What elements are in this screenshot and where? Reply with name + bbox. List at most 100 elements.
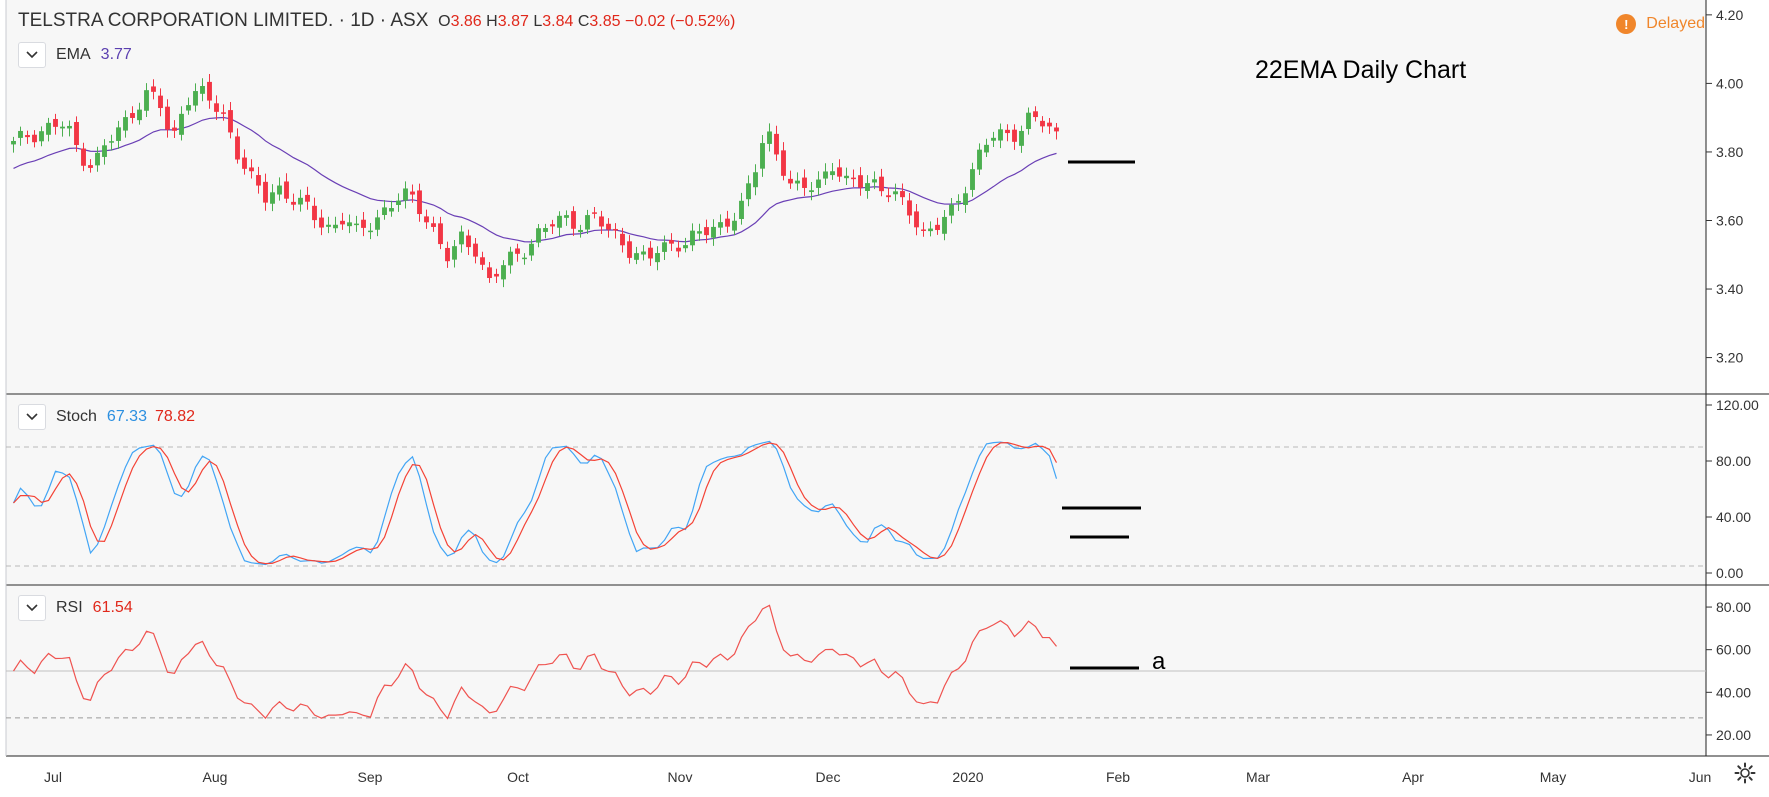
rsi-line (12, 604, 1057, 720)
candle-body (417, 190, 422, 215)
candle-body (494, 273, 499, 277)
gear-icon[interactable] (1734, 762, 1756, 784)
price-panel-bg (6, 0, 1706, 393)
candle-body (137, 109, 142, 121)
candle-body (256, 175, 261, 186)
candle-body (921, 229, 926, 231)
candle-body (60, 126, 65, 129)
candle-body (522, 257, 527, 260)
candle-body (872, 179, 877, 183)
candle-body (354, 223, 359, 226)
delayed-badge[interactable]: ! Delayed (1616, 14, 1705, 34)
stoch-k-line (12, 440, 1058, 566)
interval-label[interactable]: 1D (350, 10, 375, 31)
candle-body (585, 215, 590, 230)
candle-body (46, 122, 51, 135)
candle-body (144, 90, 149, 111)
y-tick-label: 4.00 (1716, 75, 1743, 91)
candle-body (389, 208, 394, 212)
open-value: 3.86 (450, 13, 482, 30)
close-key: C (577, 13, 590, 30)
candle-body (158, 95, 163, 109)
candle-body (326, 224, 331, 227)
stoch-legend: Stoch 67.33 78.82 (18, 404, 195, 430)
candle-body (207, 81, 212, 101)
candle-body (382, 207, 387, 215)
candle-body (410, 191, 415, 195)
candle-body (865, 183, 870, 191)
x-tick-label: Mar (1246, 769, 1270, 785)
candle-body (375, 217, 380, 230)
candle-body (879, 176, 884, 192)
candle-body (620, 233, 625, 246)
chevron-down-icon (26, 604, 38, 612)
candle-body (249, 167, 254, 172)
candle-body (193, 91, 198, 106)
candle-body (130, 113, 135, 118)
candle-body (816, 179, 821, 188)
candle-body (1012, 129, 1017, 142)
annotation-title: 22EMA Daily Chart (1255, 56, 1467, 84)
candle-body (550, 224, 555, 227)
x-tick-label: Nov (668, 769, 693, 785)
candle-body (648, 247, 653, 259)
candle-body (221, 112, 226, 114)
candle-body (312, 205, 317, 221)
candle-body (67, 125, 72, 129)
candle-body (200, 86, 205, 94)
y-tick-label: 60.00 (1716, 642, 1751, 658)
stoch-panel-bg (6, 395, 1706, 584)
close-value: 3.85 (589, 13, 621, 30)
candle-body (39, 131, 44, 142)
candle-body (438, 223, 443, 245)
candle-body (928, 228, 933, 232)
candle-body (1047, 122, 1052, 127)
candle-body (690, 230, 695, 246)
candle-body (305, 194, 310, 202)
candle-body (851, 177, 856, 180)
candle-body (403, 188, 408, 201)
x-tick-label: 2020 (952, 769, 983, 785)
x-tick-label: Feb (1106, 769, 1130, 785)
ema-value: 3.77 (100, 46, 132, 63)
candle-body (424, 216, 429, 223)
candle-body (1054, 127, 1059, 132)
candle-body (858, 175, 863, 188)
candle-body (774, 133, 779, 155)
y-tick-label: 40.00 (1716, 509, 1751, 525)
chevron-down-icon (26, 413, 38, 421)
candle-body (368, 230, 373, 233)
y-tick-label: 80.00 (1716, 599, 1751, 615)
ema-legend: EMA 3.77 (18, 42, 132, 68)
collapse-rsi-button[interactable] (18, 595, 46, 621)
change-value: −0.02 (−0.52%) (624, 13, 736, 30)
candle-body (571, 211, 576, 229)
candle-body (802, 177, 807, 188)
y-tick-label: 4.20 (1716, 7, 1743, 23)
symbol-name[interactable]: TELSTRA CORPORATION LIMITED. (18, 10, 334, 31)
candle-body (788, 178, 793, 184)
collapse-ema-button[interactable] (18, 42, 46, 68)
candle-body (634, 253, 639, 260)
candle-body (1026, 112, 1031, 130)
high-key: H (486, 13, 498, 30)
candle-body (949, 204, 954, 216)
candle-body (543, 228, 548, 232)
alert-icon: ! (1616, 14, 1637, 34)
y-tick-label: 20.00 (1716, 727, 1751, 743)
candle-body (970, 169, 975, 190)
candle-body (536, 228, 541, 243)
candle-body (74, 121, 79, 146)
candle-body (998, 129, 1003, 141)
x-tick-label: Sep (358, 769, 383, 785)
x-tick-label: Jul (44, 769, 62, 785)
candle-body (592, 212, 597, 214)
candle-body (25, 135, 30, 138)
candle-body (732, 220, 737, 231)
candle-body (655, 253, 660, 263)
delayed-label: Delayed (1646, 15, 1705, 32)
candle-body (781, 150, 786, 176)
y-tick-label: 80.00 (1716, 453, 1751, 469)
collapse-stoch-button[interactable] (18, 404, 46, 430)
